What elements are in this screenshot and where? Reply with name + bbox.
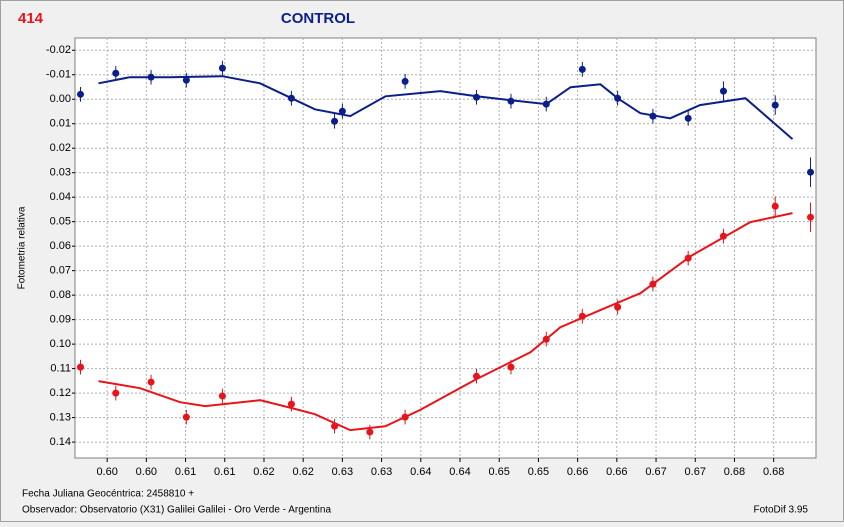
y-tick-label: 0.08 [50, 289, 71, 301]
footer-line: Fecha Juliana Geocéntrica: 2458810 + [22, 489, 194, 500]
data-point [614, 94, 622, 102]
y-tick-label: -0.01 [46, 69, 71, 81]
x-tick-label: 0.63 [332, 466, 353, 478]
x-tick-label: 0.68 [763, 466, 784, 478]
x-tick-label: 0.60 [96, 466, 117, 478]
x-tick-label: 0.61 [214, 466, 235, 478]
x-tick-label: 0.62 [292, 466, 313, 478]
y-tick-label: 0.05 [50, 216, 71, 228]
x-tick-label: 0.68 [724, 466, 745, 478]
y-tick-label: 0.11 [50, 363, 71, 375]
data-point [218, 64, 226, 72]
y-tick-label: 0.12 [50, 387, 71, 399]
y-tick-label: 0.02 [50, 142, 71, 154]
x-tick-label: 0.63 [371, 466, 392, 478]
data-point [719, 232, 727, 240]
data-point [331, 117, 339, 125]
data-point [472, 93, 480, 101]
data-point [112, 389, 120, 397]
x-tick-label: 0.64 [449, 466, 470, 478]
data-point [578, 65, 586, 73]
x-tick-label: 0.66 [567, 466, 588, 478]
footer-line: Observador: Observatorio (X31) Galilei G… [22, 505, 331, 516]
data-point [366, 428, 374, 436]
y-tick-label: 0.01 [50, 118, 71, 130]
data-point [807, 168, 815, 176]
data-point [649, 280, 657, 288]
data-point [218, 392, 226, 400]
software-version: FotoDif 3.95 [754, 505, 809, 516]
x-tick-label: 0.65 [489, 466, 510, 478]
y-tick-label: 0.14 [50, 436, 71, 448]
y-tick-label: 0.00 [50, 93, 71, 105]
data-point [401, 77, 409, 85]
data-point [112, 69, 120, 77]
y-axis-label: Fotometria relativa [17, 206, 28, 289]
chart-label: 414 [18, 10, 44, 27]
data-point [719, 87, 727, 95]
data-point [76, 363, 84, 371]
x-tick-label: 0.61 [175, 466, 196, 478]
data-point [331, 422, 339, 430]
y-tick-label: -0.02 [46, 44, 71, 56]
data-point [182, 413, 190, 421]
y-tick-label: 0.06 [50, 240, 71, 252]
data-point [684, 254, 692, 262]
data-point [542, 335, 550, 343]
y-tick-label: 0.04 [50, 191, 71, 203]
data-point [507, 97, 515, 105]
data-point [578, 312, 586, 320]
data-point [807, 213, 815, 221]
data-point [401, 413, 409, 421]
y-tick-label: 0.13 [50, 411, 71, 423]
data-point [76, 90, 84, 98]
data-point [147, 378, 155, 386]
chart-title: CONTROL [281, 10, 355, 27]
x-tick-label: 0.60 [136, 466, 157, 478]
data-point [614, 303, 622, 311]
data-point [771, 101, 779, 109]
x-tick-label: 0.65 [528, 466, 549, 478]
data-point [542, 100, 550, 108]
data-point [338, 107, 346, 115]
x-tick-label: 0.64 [410, 466, 431, 478]
x-tick-label: 0.67 [645, 466, 666, 478]
y-tick-label: 0.09 [50, 314, 71, 326]
x-tick-label: 0.67 [685, 466, 706, 478]
data-point [182, 76, 190, 84]
data-point [684, 114, 692, 122]
y-tick-label: 0.03 [50, 167, 71, 179]
y-tick-label: 0.10 [50, 338, 71, 350]
data-point [771, 202, 779, 210]
data-point [287, 94, 295, 102]
data-point [147, 73, 155, 81]
x-tick-label: 0.66 [606, 466, 627, 478]
data-point [649, 112, 657, 120]
data-point [507, 363, 515, 371]
y-tick-label: 0.07 [50, 265, 71, 277]
data-point [472, 372, 480, 380]
x-tick-label: 0.62 [253, 466, 274, 478]
data-point [287, 400, 295, 408]
